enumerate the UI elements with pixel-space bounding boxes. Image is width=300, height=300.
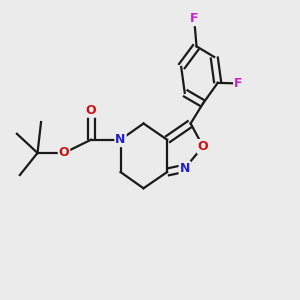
Text: N: N xyxy=(116,133,126,146)
Text: N: N xyxy=(180,162,190,175)
Text: O: O xyxy=(59,146,69,159)
Text: O: O xyxy=(86,104,96,117)
Text: O: O xyxy=(198,140,208,153)
Text: F: F xyxy=(234,77,243,90)
Text: F: F xyxy=(190,12,198,25)
